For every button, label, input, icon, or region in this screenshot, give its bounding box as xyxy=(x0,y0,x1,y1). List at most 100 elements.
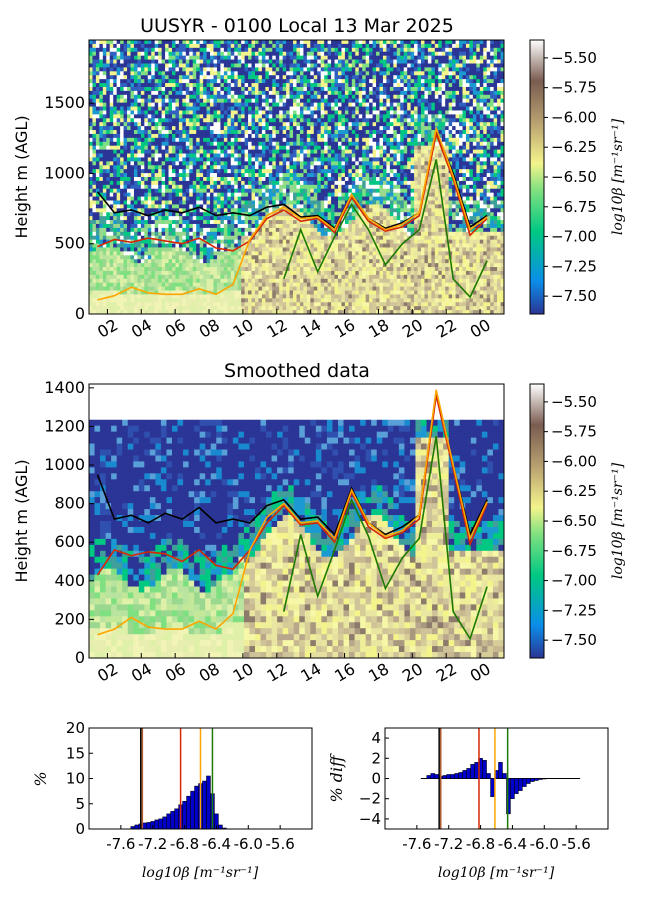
colorbar-tick-label: −5.75 xyxy=(551,423,597,441)
x-tick-label: 06 xyxy=(162,659,189,686)
bar xyxy=(467,768,471,778)
xlabel-histogram: log10β [m⁻¹sr⁻¹] xyxy=(142,865,259,881)
bar xyxy=(455,773,459,778)
x-tick-label: -6.0 xyxy=(234,835,263,853)
bar xyxy=(483,760,487,778)
bar xyxy=(159,819,163,829)
x-tick-label: 00 xyxy=(467,315,494,342)
x-tick-label: 08 xyxy=(196,315,223,342)
bar xyxy=(202,781,206,829)
bar xyxy=(463,770,467,778)
colorbar-tick-label: −6.25 xyxy=(551,482,597,500)
bar xyxy=(163,817,167,829)
bar xyxy=(538,779,542,780)
x-tick-label: 02 xyxy=(94,315,121,342)
y-tick-label: 0 xyxy=(371,770,381,788)
colorbar-raw xyxy=(530,40,544,314)
y-tick-label: 0 xyxy=(75,820,85,838)
bar xyxy=(218,825,222,829)
bar xyxy=(487,773,491,778)
colorbar-tick-label: −6.75 xyxy=(551,198,597,216)
x-tick-label: -5.6 xyxy=(266,835,295,853)
colorbar-tick-label: −7.00 xyxy=(551,228,597,246)
y-tick-label: 20 xyxy=(66,719,85,737)
y-tick-label: 10 xyxy=(66,770,85,788)
title-raw: UUSYR - 0100 Local 13 Mar 2025 xyxy=(140,15,454,37)
bar xyxy=(526,779,530,784)
colorbar-tick-label: −7.25 xyxy=(551,601,597,619)
x-tick-label: 10 xyxy=(230,659,257,686)
y-tick-label: −4 xyxy=(359,810,381,828)
y-tick-label: 200 xyxy=(54,609,85,628)
y-tick-label: 1000 xyxy=(44,455,85,474)
bar xyxy=(147,822,151,829)
y-tick-label: 400 xyxy=(54,571,85,590)
colorbar-tick-label: −5.50 xyxy=(551,393,597,411)
title-smoothed: Smoothed data xyxy=(224,360,370,382)
colorbar-label-smoothed: log10β [m⁻¹sr⁻¹] xyxy=(610,462,626,579)
ylabel-smoothed: Height m (AGL) xyxy=(12,459,31,582)
bar xyxy=(431,773,435,778)
bar xyxy=(522,779,526,787)
x-tick-label: 00 xyxy=(467,659,494,686)
x-tick-label: 04 xyxy=(128,659,155,686)
bar xyxy=(171,811,175,829)
y-tick-label: 0 xyxy=(75,648,85,667)
y-tick-label: 4 xyxy=(371,729,381,747)
bar xyxy=(491,779,495,797)
y-tick-label: 1500 xyxy=(44,93,85,112)
x-tick-label: 14 xyxy=(297,659,324,686)
y-tick-label: 800 xyxy=(54,494,85,513)
x-tick-label: 22 xyxy=(433,659,460,686)
colorbar-tick-label: −6.50 xyxy=(551,168,597,186)
y-tick-label: −2 xyxy=(359,790,381,808)
x-tick-label: -7.2 xyxy=(138,835,167,853)
y-tick-label: 0 xyxy=(75,304,85,323)
bar xyxy=(155,820,159,829)
ylabel-histogram: % xyxy=(31,771,50,786)
x-tick-label: -6.4 xyxy=(498,835,527,853)
x-tick-label: 20 xyxy=(399,659,426,686)
x-tick-label: 16 xyxy=(331,659,358,686)
bar xyxy=(206,776,210,829)
x-tick-label: 12 xyxy=(263,659,290,686)
colorbar-tick-label: −6.00 xyxy=(551,108,597,126)
bar xyxy=(443,775,447,778)
panel-raw: UUSYR - 0100 Local 13 Mar 2025 050010001… xyxy=(12,15,626,342)
bar xyxy=(175,809,179,829)
bar xyxy=(510,779,514,799)
x-tick-label: -5.6 xyxy=(562,835,591,853)
bar xyxy=(534,779,538,781)
bar xyxy=(435,774,439,778)
bar xyxy=(514,779,518,794)
bar xyxy=(451,774,455,778)
x-tick-label: 08 xyxy=(196,659,223,686)
x-tick-label: 22 xyxy=(433,315,460,342)
colorbar-ticks-smoothed: −5.50−5.75−6.00−6.25−6.50−6.75−7.00−7.25… xyxy=(544,393,597,649)
x-tick-label: 20 xyxy=(399,315,426,342)
x-tick-label: -7.6 xyxy=(402,835,431,853)
colorbar-smoothed xyxy=(530,384,544,658)
x-tick-label: 18 xyxy=(365,659,392,686)
bar xyxy=(195,786,199,829)
bar xyxy=(475,762,479,778)
bar xyxy=(183,801,187,829)
y-tick-label: 2 xyxy=(371,749,381,767)
x-tick-label: -6.8 xyxy=(466,835,495,853)
heatmap-raw xyxy=(89,40,504,314)
colorbar-tick-label: −7.50 xyxy=(551,631,597,649)
x-tick-label: 04 xyxy=(128,315,155,342)
colorbar-tick-label: −7.00 xyxy=(551,572,597,590)
ylabel-diff: % diff xyxy=(327,753,346,803)
bar xyxy=(135,825,139,829)
colorbar-tick-label: −5.50 xyxy=(551,49,597,67)
diff-bars xyxy=(421,758,580,814)
ylabel-raw: Height m (AGL) xyxy=(12,115,31,238)
y-tick-label: 1400 xyxy=(44,378,85,397)
colorbar-ticks-raw: −5.50−5.75−6.00−6.25−6.50−6.75−7.00−7.25… xyxy=(544,49,597,305)
y-tick-label: 15 xyxy=(66,744,85,762)
